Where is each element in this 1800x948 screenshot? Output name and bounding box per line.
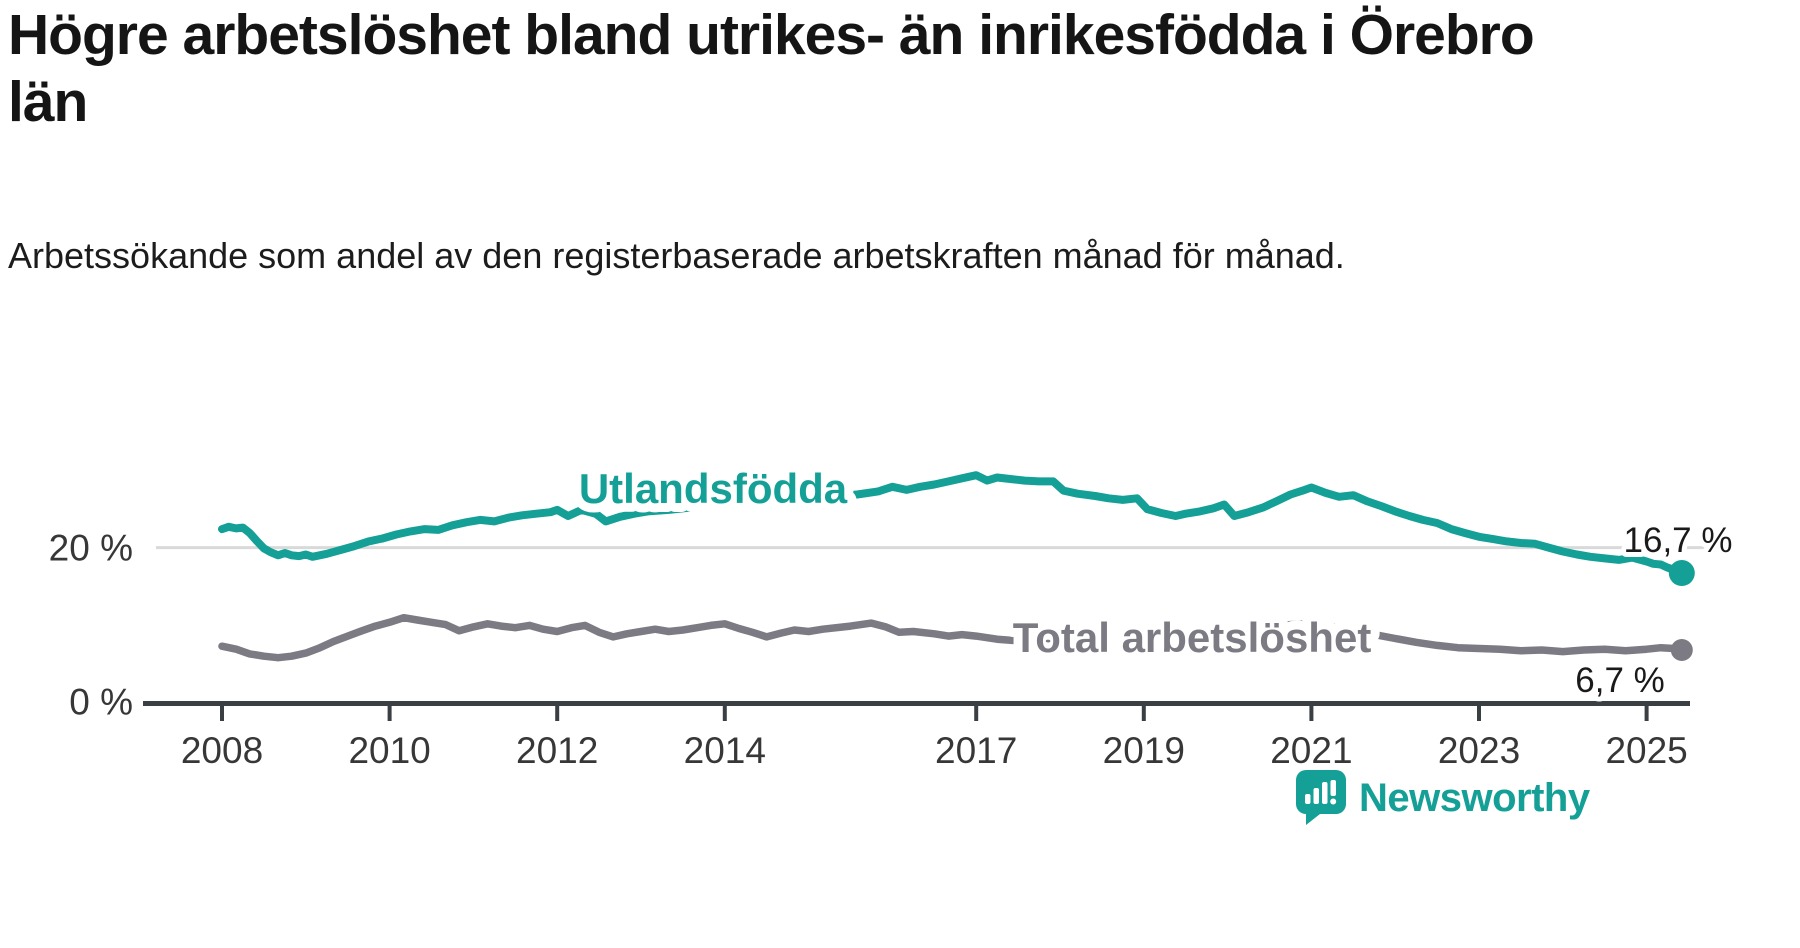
series-line-total bbox=[218, 613, 1686, 662]
x-tick-label: 2012 bbox=[516, 730, 598, 771]
x-tick-label: 2010 bbox=[348, 730, 430, 771]
x-tick-label: 2023 bbox=[1438, 730, 1520, 771]
x-tick-label: 2021 bbox=[1270, 730, 1352, 771]
x-tick-label: 2019 bbox=[1103, 730, 1185, 771]
series-label-utlandsfodda: Utlandsfödda bbox=[579, 465, 848, 512]
chart-title: Högre arbetslöshet bland utrikes- än inr… bbox=[8, 3, 1535, 134]
branding-name: Newsworthy bbox=[1359, 775, 1590, 820]
x-tick-label: 2017 bbox=[935, 730, 1017, 771]
end-value-label: 16,7 % bbox=[1624, 521, 1733, 560]
chart-subtitle: Arbetssökande som andel av den registerb… bbox=[8, 235, 1345, 276]
x-tick-label: 2008 bbox=[181, 730, 263, 771]
newsworthy-logo-icon bbox=[1296, 770, 1346, 825]
y-tick-label: 0 % bbox=[69, 682, 133, 723]
y-tick-label: 20 % bbox=[49, 528, 133, 569]
end-value-label: 6,7 % bbox=[1575, 661, 1665, 700]
series-line-utlandsfodda bbox=[218, 471, 1686, 577]
end-dot bbox=[1668, 560, 1695, 587]
x-tick-label: 2025 bbox=[1605, 730, 1687, 771]
end-dot bbox=[1670, 639, 1693, 662]
series-label-total: Total arbetslöshet bbox=[1013, 614, 1372, 661]
branding: Newsworthy bbox=[1296, 770, 1590, 826]
x-tick-label: 2014 bbox=[684, 730, 766, 771]
